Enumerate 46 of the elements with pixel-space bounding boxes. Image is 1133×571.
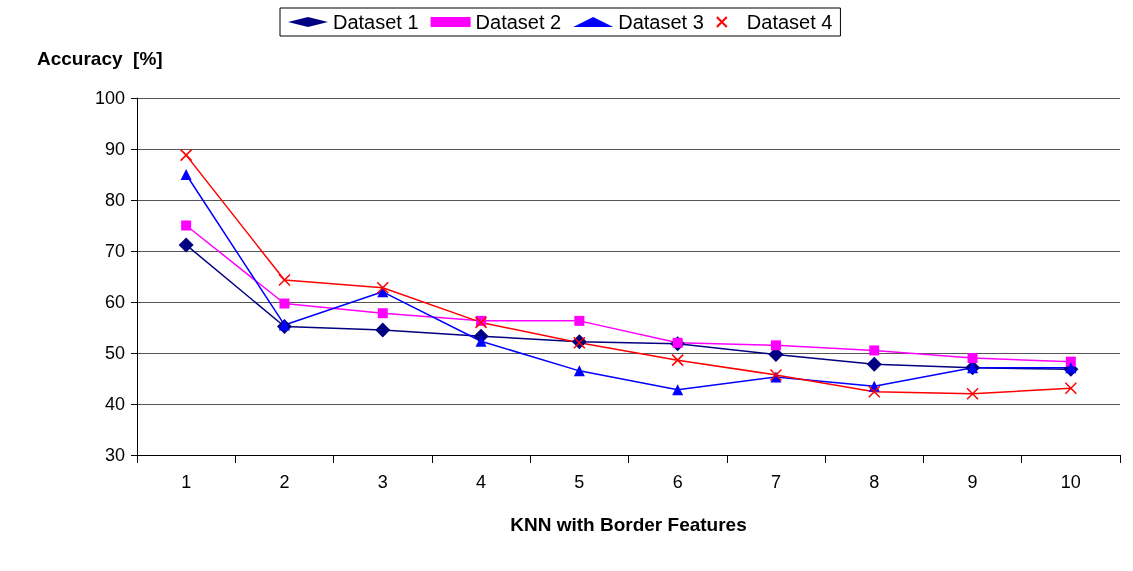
legend-label: Dataset 4	[746, 11, 833, 33]
point	[376, 281, 389, 294]
legend-label: Dataset 3	[618, 11, 704, 33]
point	[868, 385, 881, 399]
point	[179, 148, 193, 162]
point	[967, 353, 978, 364]
point	[770, 340, 781, 351]
point	[1065, 356, 1076, 367]
legend-label: Dataset 1	[333, 11, 419, 33]
point	[377, 308, 388, 319]
point	[180, 169, 192, 180]
x-tick-label: 5	[574, 472, 585, 492]
x-axis-title: KNN with Border Features	[510, 514, 747, 535]
y-tick-label: 40	[104, 394, 125, 414]
point	[375, 322, 391, 338]
point	[573, 365, 585, 377]
x-tick-label: 6	[672, 472, 683, 492]
y-tick-label: 60	[104, 292, 125, 312]
x-tick-label: 4	[476, 472, 487, 492]
point	[574, 315, 585, 326]
x-tick-label: 10	[1060, 472, 1081, 492]
point	[181, 220, 192, 231]
point	[475, 335, 487, 347]
y-tick-label: 90	[104, 139, 125, 159]
x-tick-label: 9	[967, 472, 978, 492]
point	[966, 387, 979, 401]
point	[866, 356, 882, 372]
x-tick-label: 8	[869, 472, 880, 492]
point	[1064, 381, 1078, 395]
point	[869, 345, 880, 356]
x-tick-label: 3	[377, 472, 388, 492]
point	[279, 298, 290, 309]
point	[672, 384, 684, 396]
point	[178, 237, 194, 253]
x-tick-label: 2	[279, 472, 290, 492]
y-tick-label: 30	[104, 445, 125, 465]
point	[278, 273, 291, 287]
y-tick-label: 100	[94, 88, 125, 108]
point	[671, 353, 684, 367]
y-tick-label: 70	[104, 241, 125, 261]
x-tick-label: 1	[181, 472, 192, 492]
y-tick-label: 80	[104, 190, 125, 210]
legend-label: Dataset 2	[475, 11, 562, 33]
y-axis-title: Accuracy [%]	[37, 48, 163, 69]
y-tick-label: 50	[104, 343, 125, 363]
x-tick-label: 7	[770, 472, 781, 492]
